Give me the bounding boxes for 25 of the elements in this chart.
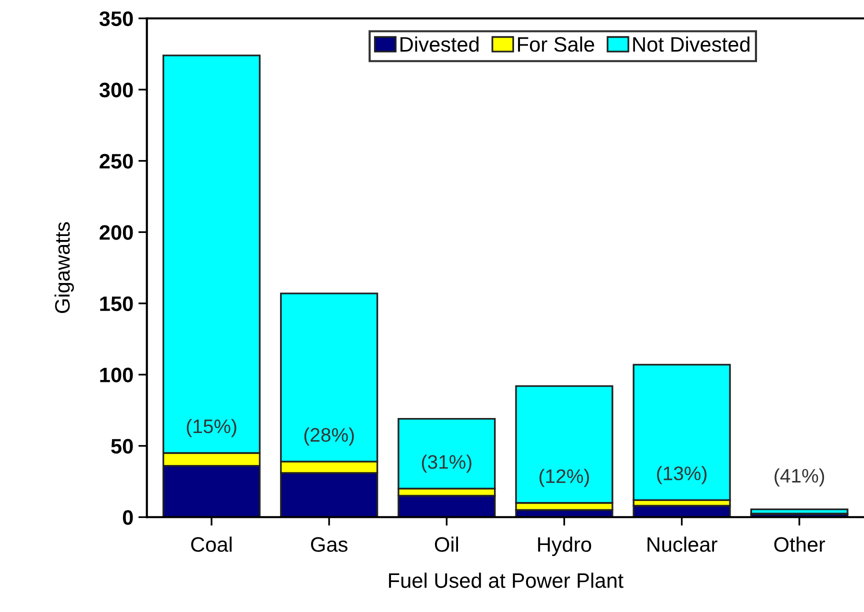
y-tick-label: 250 — [100, 154, 133, 169]
annotation: (28%) — [304, 428, 354, 446]
y-tick-label: 350 — [99, 11, 133, 26]
y-tick-label: 0 — [122, 510, 133, 525]
x-axis-title: Fuel Used at Power Plant — [389, 572, 624, 588]
annotation: (12%) — [539, 468, 589, 487]
legend-label: For Sale — [518, 36, 594, 52]
annotation: (15%) — [186, 418, 236, 438]
y-tick-label: 300 — [99, 82, 133, 98]
y-tick-label: 150 — [100, 296, 133, 312]
y-tick-label: 50 — [111, 438, 133, 454]
legend-label: Divested — [400, 36, 479, 52]
x-tick-label: Hydro — [538, 536, 592, 556]
x-tick-label: Oil — [434, 536, 458, 552]
x-tick-label: Other — [774, 536, 826, 552]
y-tick-label: 200 — [100, 225, 133, 240]
x-tick-label: Nuclear — [648, 536, 718, 552]
x-tick-label: Gas — [311, 537, 348, 552]
annotation: (31%) — [422, 454, 472, 473]
y-axis-title: Gigawatts — [54, 222, 74, 314]
x-tick-label: Coal — [191, 536, 232, 552]
annotation: (13%) — [657, 466, 707, 484]
annotation: (41%) — [774, 468, 824, 487]
legend-label: Not Divested — [633, 36, 750, 52]
y-tick-label: 100 — [100, 368, 133, 382]
